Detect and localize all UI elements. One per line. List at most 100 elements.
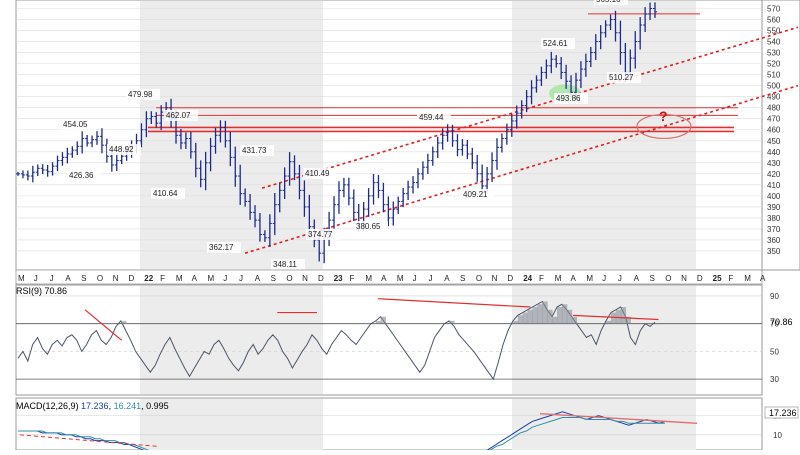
rsi-overbought-fill: [552, 316, 558, 324]
rsi-y-tick-label: 70: [770, 320, 779, 329]
rsi-overbought-fill: [620, 307, 627, 324]
year-shade: [140, 399, 323, 450]
x-axis-label: M: [365, 274, 372, 283]
annotation-box: [303, 168, 337, 179]
x-axis-label: O: [476, 274, 482, 283]
annotation-box: [607, 72, 641, 83]
question-ellipse: [636, 113, 692, 140]
rsi-overbought-fill: [449, 320, 455, 324]
x-axis-label: F: [728, 274, 733, 283]
rsi-overbought-fill: [380, 316, 386, 324]
x-axis-label: 24: [523, 274, 532, 283]
annotation-box: [67, 170, 101, 181]
price-y-tick-label: 530: [767, 49, 781, 58]
x-axis-label: 25: [713, 274, 722, 283]
price-annotation-label: 362.17: [209, 243, 234, 252]
macd-signal-right: [479, 417, 665, 455]
x-axis-label: A: [255, 274, 261, 283]
rsi-panel-background: [15, 284, 763, 396]
x-axis-label: A: [381, 274, 387, 283]
macd-title-sep2: ,: [141, 401, 146, 411]
x-axis-label: D: [507, 274, 513, 283]
x-axis-label: J: [428, 274, 432, 283]
rsi-overbought-fill: [625, 316, 631, 324]
x-axis-label: J: [50, 274, 54, 283]
macd-title-sep1: ,: [109, 401, 114, 411]
price-annotation-label: 410.64: [153, 189, 178, 198]
x-axis-label: O: [97, 274, 103, 283]
price-y-tick-label: 370: [767, 225, 781, 234]
price-annotation-label: 565.16: [596, 0, 621, 4]
x-axis-label: J: [34, 274, 38, 283]
price-y-tick-label: 480: [767, 104, 781, 113]
price-annotation-label: 348.11: [273, 260, 297, 269]
price-y-tick-label: 380: [767, 214, 781, 223]
price-y-tick-label: 520: [767, 60, 781, 69]
annotation-box: [541, 38, 575, 49]
price-y-tick-label: 550: [767, 27, 781, 36]
annotation-box: [207, 242, 241, 253]
x-axis-label: A: [634, 274, 640, 283]
price-y-tick-label: 490: [767, 93, 781, 102]
rsi-overbought-fill: [542, 301, 548, 324]
rsi-overbought-fill: [375, 320, 382, 324]
x-axis-label: S: [81, 274, 86, 283]
annotation-box: [107, 144, 141, 155]
rsi-divergence-line: [377, 298, 531, 308]
price-y-tick-label: 450: [767, 137, 781, 146]
price-y-tick-label: 560: [767, 16, 781, 25]
x-axis-label: F: [350, 274, 355, 283]
macd-panel-background: [15, 397, 763, 451]
price-annotation-label: 479.98: [128, 90, 153, 99]
x-axis-label: D: [318, 274, 324, 283]
price-y-tick-label: 500: [767, 82, 781, 91]
year-shade: [140, 286, 323, 394]
price-annotation-label: 448.92: [109, 145, 134, 154]
price-annotation-label: 431.73: [242, 146, 267, 155]
annotation-box: [61, 119, 95, 130]
rsi-y-tick-label: 90: [770, 292, 779, 301]
macd-last-value: 17.236: [769, 408, 797, 418]
question-mark: ?: [659, 108, 668, 124]
x-axis-label: M: [18, 274, 25, 283]
x-axis-label: M: [207, 274, 214, 283]
rsi-overbought-fill: [566, 309, 573, 324]
annotation-box: [240, 145, 274, 156]
x-axis-label: F: [539, 274, 544, 283]
rsi-overbought-fill: [561, 304, 568, 324]
x-axis-label: O: [286, 274, 292, 283]
macd-divergence-line: [539, 412, 698, 425]
x-axis-labels: M J J A S O N D 22 F M A M J J A S O N D 23 F M A M J J A S O N D 24 F M A M…: [15, 269, 766, 285]
macd-title-macd: 17.236: [81, 401, 109, 411]
price-annotation-label: 510.27: [609, 73, 634, 82]
price-annotation-label: 493.86: [556, 94, 581, 103]
price-annotation-label: 410.49: [305, 169, 330, 178]
x-axis-label: S: [271, 274, 276, 283]
annotation-box: [417, 112, 451, 123]
macd-title-signal: 16.241: [114, 401, 142, 411]
price-y-tick-label: 470: [767, 115, 781, 124]
rsi-y-tick-label: 50: [770, 347, 779, 356]
x-axis-label: S: [460, 274, 465, 283]
price-annotation-label: 426.36: [69, 171, 94, 180]
macd-title-hist: 0.995: [146, 401, 169, 411]
year-shade: [140, 1, 323, 269]
rsi-divergence-line: [84, 309, 123, 341]
macd-title: MACD(12,26,9) 17.236, 16.241, 0.995: [16, 401, 169, 411]
x-axis-label: 23: [334, 274, 343, 283]
rsi-overbought-fill: [522, 312, 529, 324]
annotation-box: [126, 89, 160, 100]
price-y-tick-label: 400: [767, 192, 781, 201]
rsi-divergence-line: [573, 314, 659, 321]
x-axis-label: M: [586, 274, 593, 283]
rsi-overbought-fill: [512, 320, 519, 324]
x-axis-label: A: [760, 274, 766, 283]
rsi-overbought-fill: [557, 307, 563, 324]
price-annotation-label: 409.21: [463, 190, 488, 199]
rsi-overbought-fill: [606, 320, 612, 324]
annotation-box: [306, 229, 340, 240]
price-annotation-label: 459.44: [419, 113, 444, 122]
macd-line-left: [18, 430, 157, 455]
price-y-tick-label: 410: [767, 181, 781, 190]
